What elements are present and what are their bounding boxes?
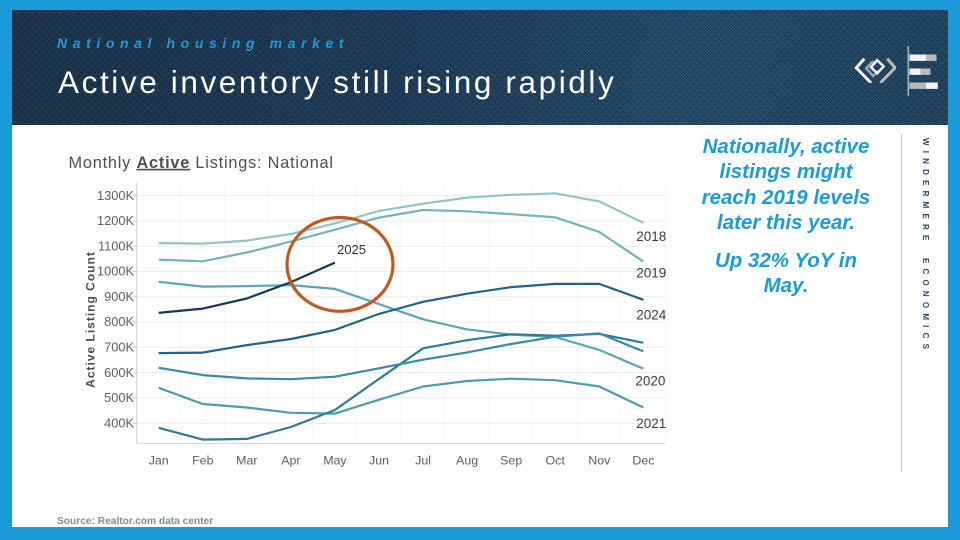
svg-text:800K: 800K [104,314,134,329]
svg-text:Oct: Oct [546,454,566,468]
svg-text:400K: 400K [104,415,134,430]
svg-text:700K: 700K [104,340,134,355]
svg-text:2019: 2019 [636,266,666,281]
svg-text:Monthly Active Listings: Natio: Monthly Active Listings: National [69,154,334,172]
svg-text:1000K: 1000K [97,264,134,279]
svg-text:Jun: Jun [369,454,389,468]
svg-text:2025: 2025 [337,242,366,257]
svg-text:Aug: Aug [456,454,478,468]
svg-text:Jan: Jan [149,454,169,468]
svg-text:Apr: Apr [281,454,300,468]
svg-text:1100K: 1100K [98,238,135,253]
svg-text:2021: 2021 [636,416,666,431]
svg-text:Feb: Feb [192,454,213,468]
svg-text:600K: 600K [104,365,134,380]
svg-text:Sep: Sep [500,454,522,468]
svg-text:1200K: 1200K [97,213,134,228]
svg-text:Dec: Dec [632,454,654,468]
svg-text:2020: 2020 [635,373,665,388]
svg-text:2018: 2018 [636,229,666,244]
svg-text:Nov: Nov [588,454,611,468]
svg-text:Jul: Jul [415,454,431,468]
svg-text:Mar: Mar [236,454,257,468]
svg-text:2024: 2024 [636,308,667,323]
svg-text:900K: 900K [104,289,134,304]
svg-text:Active Listing Count: Active Listing Count [84,251,98,388]
svg-text:1300K: 1300K [97,188,134,203]
svg-text:500K: 500K [104,390,134,405]
svg-text:May: May [323,454,347,468]
